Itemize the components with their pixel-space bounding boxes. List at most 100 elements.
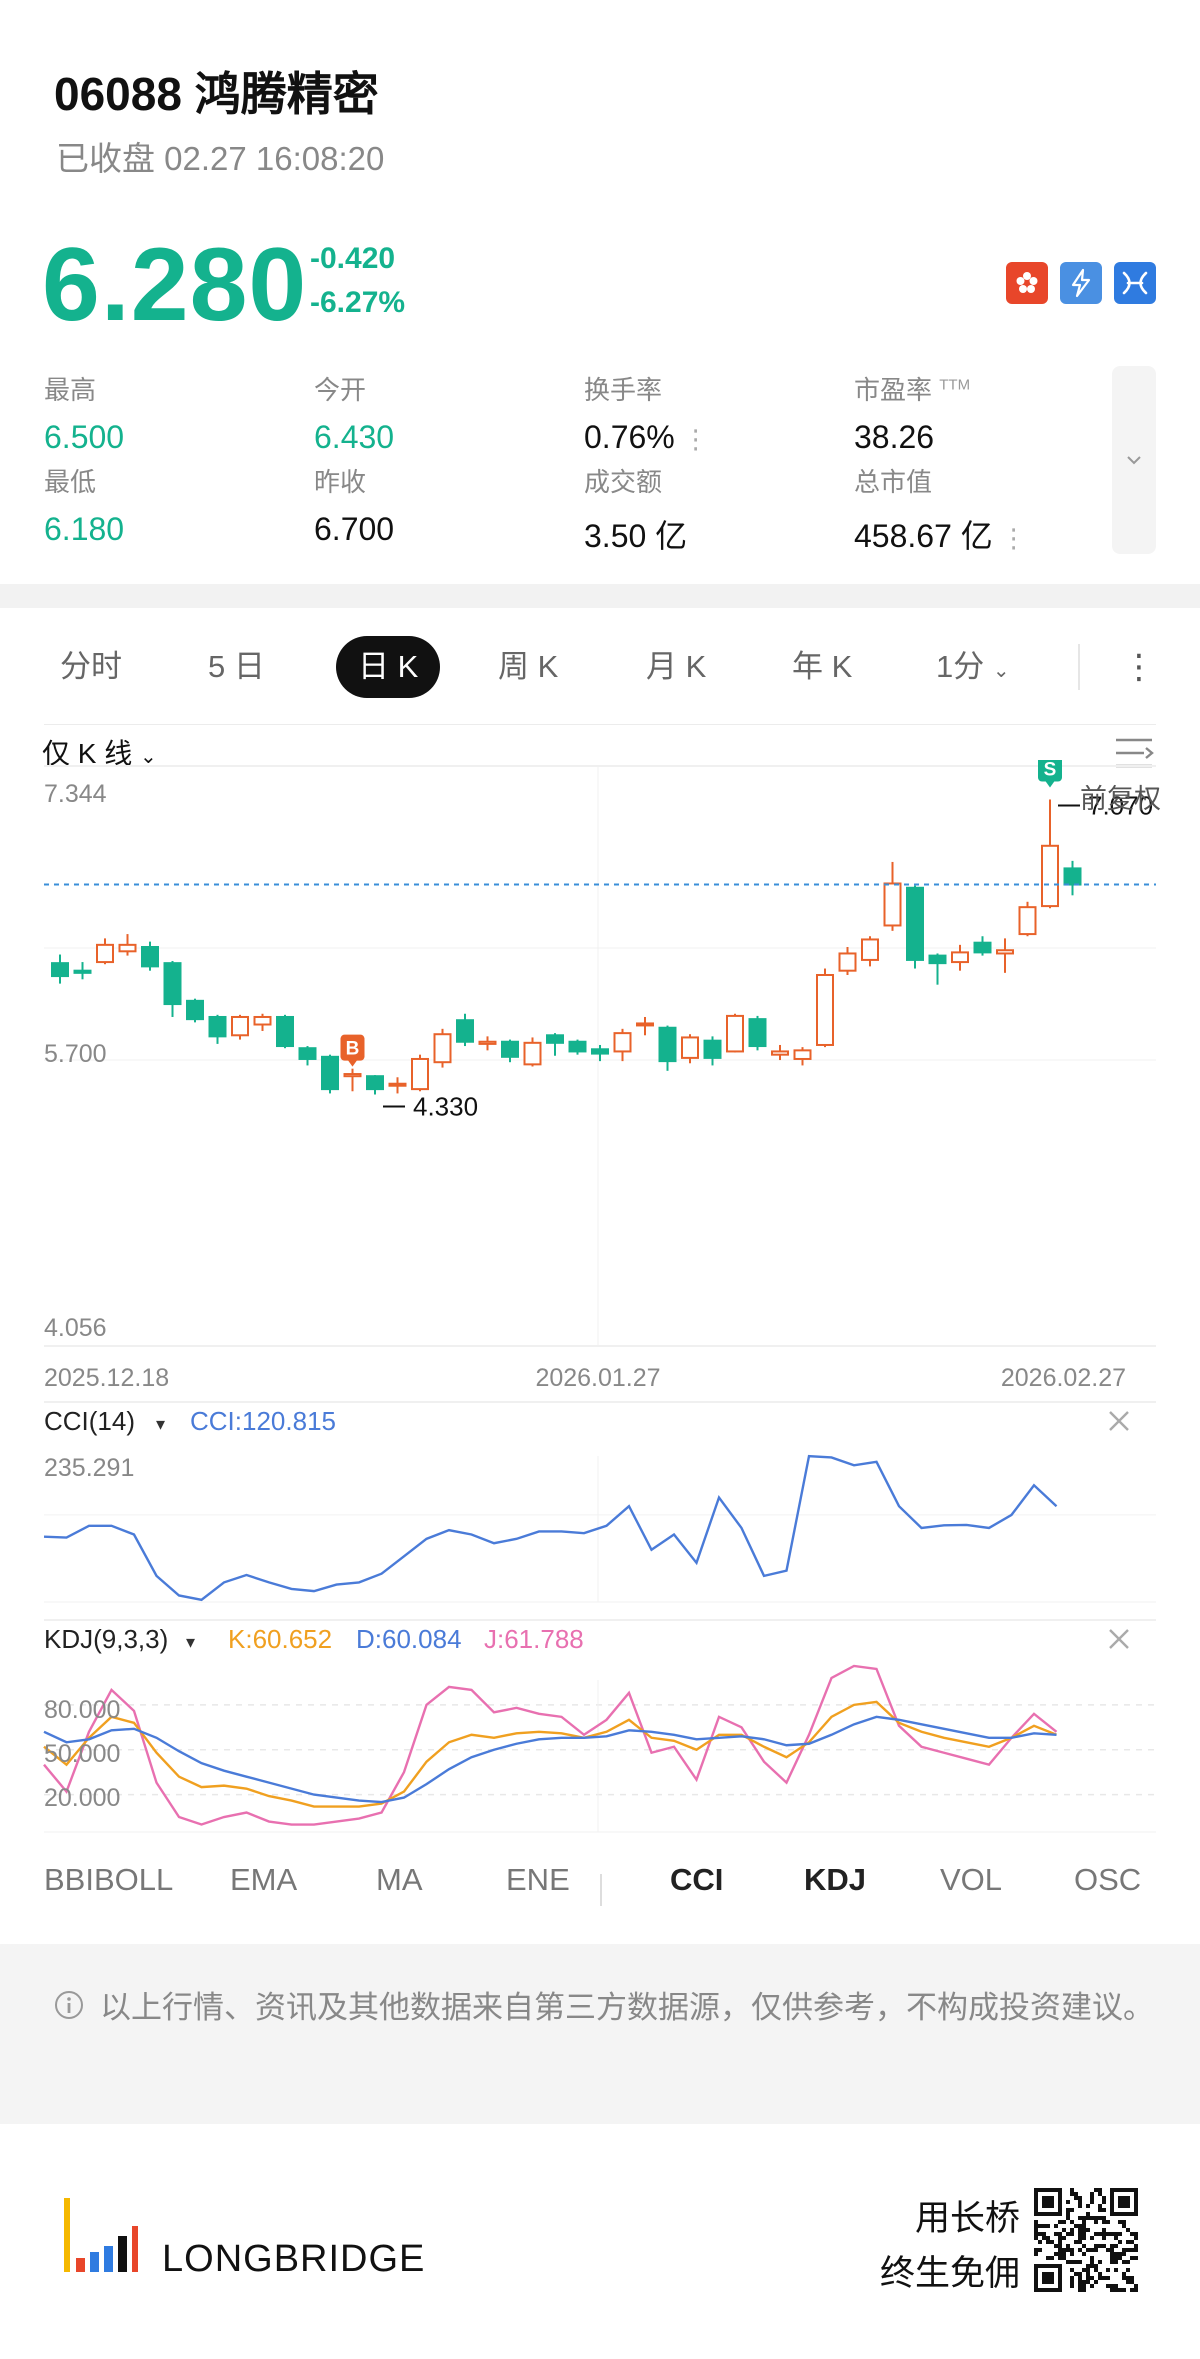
promo-line-2: 终生免佣 — [879, 2254, 1020, 2293]
quick-trade-icon[interactable] — [1060, 262, 1102, 304]
candle — [478, 1036, 497, 1051]
candle — [568, 1039, 587, 1055]
candle — [96, 938, 114, 965]
chart-settings-icon[interactable] — [1114, 736, 1154, 775]
chevron-down-icon: ⌄ — [140, 746, 157, 768]
adjust-label[interactable]: 前复权 — [1080, 784, 1161, 814]
candle — [163, 960, 182, 1017]
candle — [816, 968, 834, 1048]
last-price: 6.280 — [42, 227, 308, 343]
candle — [861, 936, 879, 967]
more-icon[interactable]: ⋮ — [1000, 523, 1027, 553]
hk-market-icon[interactable] — [1006, 262, 1048, 304]
stat-turnover-rate: 换手率 0.76% ⋮ — [584, 375, 709, 455]
candle — [276, 1014, 294, 1049]
indicator-tab-ene[interactable]: ENE — [506, 1862, 570, 1897]
cci-y-tick: 235.291 — [44, 1454, 134, 1482]
indicator-tab-kdj[interactable]: KDJ — [804, 1862, 867, 1897]
chevron-down-icon: ▾ — [156, 1414, 165, 1434]
indicator-tab-cci[interactable]: CCI — [670, 1862, 724, 1897]
kdj-y-tick-50: 50.000 — [44, 1740, 120, 1768]
max-price-label: 7.070 — [1088, 791, 1153, 821]
qr-code-icon[interactable] — [1034, 2188, 1138, 2292]
min-price-label: 4.330 — [413, 1092, 478, 1122]
tab-daily-k[interactable]: 日 K — [336, 636, 441, 698]
tab-yearly-k[interactable]: 年 K — [792, 649, 853, 684]
stat-high: 最高 6.500 — [44, 375, 125, 455]
kdj-k-line — [43, 1700, 1057, 1808]
disclaimer-text: 以上行情、资讯及其他数据来自第三方数据源，仅供参考，不构成投资建议。 — [100, 1990, 1154, 2025]
candle — [591, 1044, 609, 1062]
more-icon[interactable]: ⋮ — [682, 424, 709, 454]
brand-name: LONGBRIDGE — [162, 2238, 426, 2280]
tab-underline — [44, 724, 1156, 725]
price-change-percent: -6.27% — [310, 286, 406, 319]
kline-mode-select[interactable]: 仅 K 线 ⌄ — [42, 738, 157, 769]
cci-lines — [43, 1454, 1058, 1602]
kdj-j-line — [43, 1664, 1058, 1826]
candle — [388, 1077, 407, 1094]
chevron-down-icon: ⌄ — [992, 660, 1010, 682]
candle — [928, 953, 947, 985]
y-tick-top: 7.344 — [44, 780, 107, 808]
svg-text:B: B — [346, 1039, 360, 1060]
candle — [411, 1054, 429, 1092]
candle — [366, 1075, 384, 1095]
close-icon[interactable] — [1109, 1629, 1129, 1649]
kdj-lines — [43, 1664, 1058, 1826]
x-label-mid: 2026.01.27 — [535, 1364, 660, 1392]
sell-marker: S — [1038, 760, 1062, 788]
svg-text:S: S — [1044, 760, 1057, 781]
price-change: -0.420 — [310, 242, 396, 275]
candle — [1041, 799, 1059, 909]
connect-icon[interactable] — [1114, 262, 1156, 304]
tab-minute[interactable]: 1分 ⌄ — [936, 649, 1010, 684]
indicator-divider — [600, 1874, 602, 1906]
candle — [838, 947, 857, 975]
tab-monthly-k[interactable]: 月 K — [646, 649, 707, 684]
candle — [703, 1036, 722, 1066]
disclaimer-box: 以上行情、资讯及其他数据来自第三方数据源，仅供参考，不构成投资建议。 — [0, 1944, 1200, 2124]
chevron-down-icon — [1127, 456, 1141, 465]
indicator-tab-ema[interactable]: EMA — [230, 1862, 298, 1897]
tab-intraday[interactable]: 分时 — [60, 649, 122, 684]
cci-indicator-name[interactable]: CCI(14) — [44, 1406, 135, 1436]
candle — [1018, 901, 1037, 937]
candle — [636, 1016, 654, 1036]
candle — [343, 1068, 362, 1092]
candle — [501, 1039, 519, 1063]
candle — [141, 941, 159, 971]
candle — [523, 1037, 542, 1067]
candle — [433, 1028, 452, 1068]
x-label-end: 2026.02.27 — [1001, 1364, 1126, 1392]
cci-value: CCI:120.815 — [190, 1406, 336, 1436]
kdj-y-tick-20: 20.000 — [44, 1784, 120, 1812]
candle — [658, 1025, 677, 1071]
close-icon[interactable] — [1109, 1411, 1129, 1431]
candle — [298, 1046, 317, 1066]
price-chart[interactable]: 7.070 4.330 B S 7.344 5.700 4.056 2025.12.1… — [0, 760, 1200, 1960]
tab-weekly-k[interactable]: 周 K — [498, 649, 559, 684]
candle — [771, 1044, 789, 1061]
indicator-tab-vol[interactable]: VOL — [940, 1862, 1003, 1897]
cci-grid — [44, 1401, 1156, 1603]
tab-5day[interactable]: 5 日 — [208, 649, 265, 684]
stat-open: 今开 6.430 — [314, 375, 395, 455]
buy-marker: B — [340, 1034, 365, 1067]
page-title: 06088 鸿腾精密 — [54, 68, 379, 120]
expand-stats-button[interactable] — [1112, 366, 1156, 554]
indicator-tab-ma[interactable]: MA — [376, 1862, 423, 1897]
stat-volume-amount: 成交额 3.50 亿 — [584, 467, 688, 554]
kdj-grid — [44, 1619, 1156, 1833]
kdj-indicator-name[interactable]: KDJ(9,3,3) — [44, 1624, 168, 1654]
candle — [613, 1028, 632, 1062]
promo-line-1: 用长桥 — [914, 2199, 1020, 2238]
stat-prev-close: 昨收 6.700 — [314, 467, 395, 547]
stat-market-cap: 总市值 458.67 亿 ⋮ — [854, 467, 1027, 554]
candle — [73, 962, 92, 980]
more-options-icon[interactable]: ⋮ — [1122, 648, 1156, 686]
market-badges — [1006, 262, 1156, 304]
kdj-j-value: J:61.788 — [484, 1624, 584, 1654]
indicator-tab-bbiboll[interactable]: BBIBOLL — [44, 1862, 174, 1897]
indicator-tab-osc[interactable]: OSC — [1074, 1862, 1142, 1897]
